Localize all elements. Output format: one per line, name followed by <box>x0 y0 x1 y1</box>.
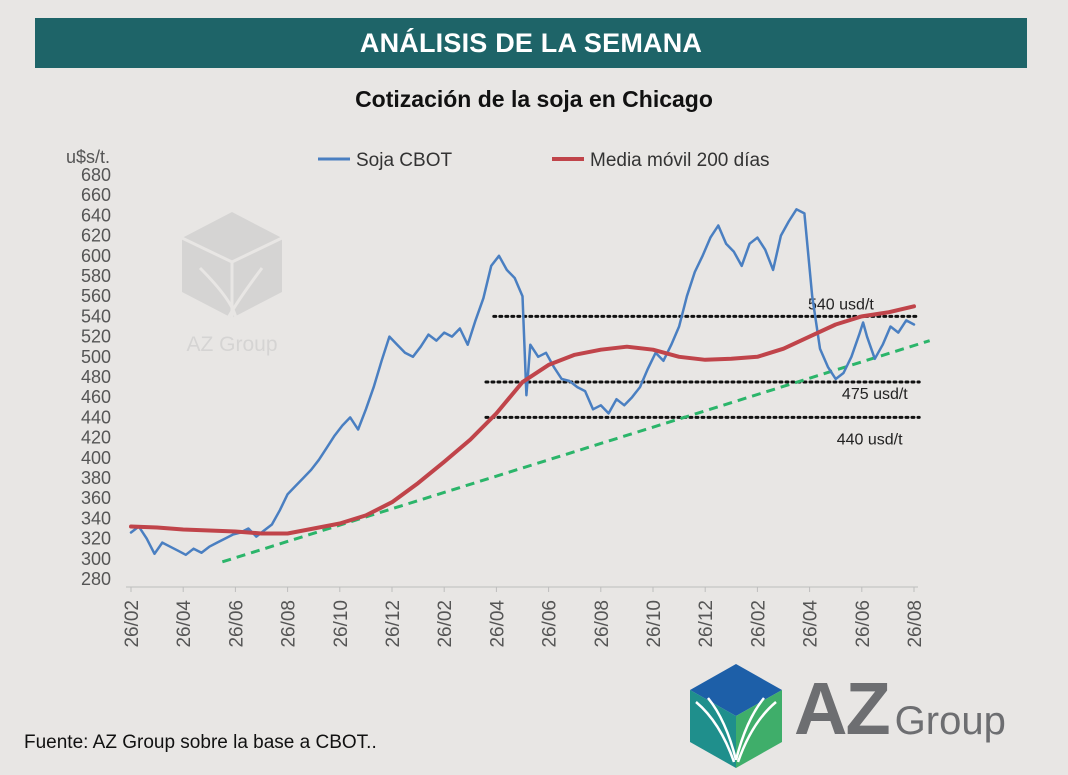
y-tick-label: 460 <box>81 387 111 407</box>
x-tick-label: 26/04 <box>801 600 822 648</box>
x-tick-label: 26/02 <box>435 600 456 648</box>
x-tick-label: 26/06 <box>226 600 247 648</box>
y-axis-label: u$s/t. <box>66 147 110 167</box>
x-tick-label: 26/08 <box>905 600 926 648</box>
reference-label: 475 usd/t <box>842 386 908 403</box>
y-tick-label: 620 <box>81 226 111 246</box>
y-tick-label: 560 <box>81 286 111 306</box>
logo-group: Group <box>895 699 1006 743</box>
y-tick-label: 640 <box>81 205 111 225</box>
y-tick-label: 520 <box>81 327 111 347</box>
x-tick-label: 26/04 <box>487 600 508 648</box>
x-tick-label: 26/08 <box>592 600 613 648</box>
y-tick-label: 360 <box>81 488 111 508</box>
watermark-logo: AZ Group <box>182 212 282 356</box>
reference-label: 440 usd/t <box>837 431 903 448</box>
y-tick-label: 500 <box>81 347 111 367</box>
y-tick-label: 400 <box>81 448 111 468</box>
y-tick-label: 320 <box>81 529 111 549</box>
x-tick-label: 26/04 <box>174 600 195 648</box>
reference-label: 540 usd/t <box>808 296 874 313</box>
legend-label: Soja CBOT <box>356 150 452 171</box>
y-tick-label: 680 <box>81 165 111 185</box>
x-tick-label: 26/12 <box>696 600 717 648</box>
y-tick-label: 600 <box>81 246 111 266</box>
y-tick-label: 580 <box>81 266 111 286</box>
logo-az: AZ <box>794 667 889 750</box>
y-tick-label: 660 <box>81 185 111 205</box>
y-tick-label: 340 <box>81 508 111 528</box>
y-tick-label: 420 <box>81 428 111 448</box>
y-tick-label: 540 <box>81 306 111 326</box>
logo-wordmark: AZ Group <box>794 666 1006 751</box>
x-tick-label: 26/10 <box>644 600 665 648</box>
x-tick-label: 26/02 <box>122 600 143 648</box>
y-tick-label: 480 <box>81 367 111 387</box>
watermark-text: AZ Group <box>186 333 277 356</box>
x-tick-label: 26/10 <box>331 600 352 648</box>
x-axis-ticks: 26/02 26/04 26/06 26/08 26/10 26/12 26/02 26/04… <box>122 587 926 648</box>
az-group-logo: AZ Group <box>686 662 1026 770</box>
x-tick-label: 26/12 <box>383 600 404 648</box>
legend-label: Media móvil 200 días <box>590 150 770 171</box>
y-tick-label: 280 <box>81 569 111 589</box>
legend: Soja CBOT Media móvil 200 días <box>318 150 770 171</box>
x-tick-label: 26/06 <box>540 600 561 648</box>
trend-line-group <box>222 341 929 562</box>
source-note: Fuente: AZ Group sobre la base a CBOT.. <box>24 732 377 754</box>
x-tick-label: 26/06 <box>853 600 874 648</box>
y-tick-label: 380 <box>81 468 111 488</box>
x-tick-label: 26/08 <box>279 600 300 648</box>
trend-line <box>222 341 929 562</box>
y-tick-label: 440 <box>81 407 111 427</box>
y-tick-label: 300 <box>81 549 111 569</box>
y-axis-ticks: 2803003203403603804004204404604805005205… <box>81 165 111 589</box>
x-tick-label: 26/02 <box>748 600 769 648</box>
az-cube-icon <box>686 662 786 770</box>
